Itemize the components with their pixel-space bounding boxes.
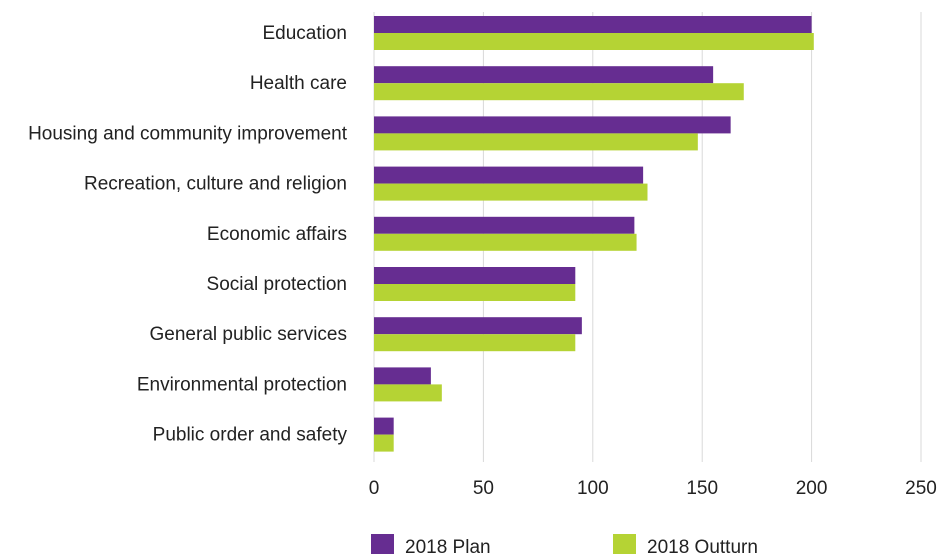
x-tick-label: 250: [905, 478, 937, 499]
bar-2018-plan-health-care: [374, 66, 714, 84]
category-label: Environmental protection: [137, 374, 347, 395]
category-label: Recreation, culture and religion: [84, 174, 347, 195]
category-label: Education: [262, 23, 347, 44]
bar-2018-outturn-health-care: [374, 83, 744, 101]
bar-2018-outturn-housing-and-community-improvement: [374, 133, 698, 151]
bar-2018-outturn-environmental-protection: [374, 384, 442, 402]
category-labels: Education Health care Housing and communit…: [28, 23, 348, 446]
legend: 2018 Plan 2018 Outturn: [371, 534, 758, 554]
category-label: Economic affairs: [207, 224, 347, 245]
legend-label: 2018 Outturn: [647, 537, 758, 554]
bar-2018-plan-public-order-and-safety: [374, 417, 394, 435]
bar-2018-plan-recreation-culture-and-religion: [374, 166, 644, 184]
bar-2018-outturn-economic-affairs: [374, 233, 637, 251]
x-tick-label: 200: [796, 478, 828, 499]
bar-2018-outturn-public-order-and-safety: [374, 434, 394, 452]
category-label: General public services: [150, 324, 347, 345]
legend-swatch-2018-plan: [371, 534, 394, 554]
legend-swatch-2018-outturn: [613, 534, 636, 554]
bars: [374, 16, 814, 452]
bar-2018-plan-education: [374, 16, 812, 33]
bar-2018-plan-housing-and-community-improvement: [374, 116, 731, 134]
category-label: Social protection: [207, 274, 347, 295]
bar-2018-outturn-education: [374, 33, 814, 50]
bar-2018-outturn-social-protection: [374, 284, 576, 301]
x-tick-label: 50: [473, 478, 494, 499]
category-label: Public order and safety: [153, 425, 348, 446]
category-label: Housing and community improvement: [28, 123, 348, 144]
bar-2018-plan-general-public-services: [374, 317, 582, 335]
bar-2018-outturn-general-public-services: [374, 334, 576, 352]
legend-label: 2018 Plan: [405, 537, 491, 554]
x-axis-ticks: 0 50 100 150 200 250: [369, 478, 937, 499]
bar-2018-plan-environmental-protection: [374, 367, 431, 385]
category-label: Health care: [250, 73, 347, 94]
bar-2018-plan-social-protection: [374, 267, 576, 284]
bar-2018-outturn-recreation-culture-and-religion: [374, 183, 648, 201]
x-tick-label: 100: [577, 478, 609, 499]
x-tick-label: 150: [686, 478, 718, 499]
bar-2018-plan-economic-affairs: [374, 216, 635, 234]
x-tick-label: 0: [369, 478, 380, 499]
